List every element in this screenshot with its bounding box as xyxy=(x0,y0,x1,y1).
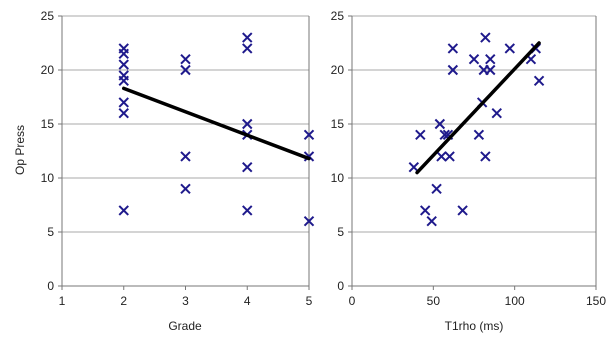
data-point xyxy=(491,107,502,119)
data-point xyxy=(426,215,437,227)
data-point xyxy=(118,107,129,119)
data-point xyxy=(242,205,253,216)
data-points xyxy=(408,32,545,227)
data-point xyxy=(303,151,315,162)
y-tick-label: 15 xyxy=(331,117,345,131)
y-tick-label: 0 xyxy=(47,279,54,293)
data-point xyxy=(180,64,191,76)
y-axis: 0 5 10 15 20 25 xyxy=(331,9,597,293)
y-tick-label: 15 xyxy=(41,117,55,131)
y-tick-label: 0 xyxy=(337,279,344,293)
data-point xyxy=(415,129,426,141)
x-tick-label: 5 xyxy=(306,294,313,308)
data-point xyxy=(434,118,446,130)
data-point xyxy=(473,129,485,141)
data-point xyxy=(408,161,420,173)
x-axis-label: Grade xyxy=(168,319,202,333)
y-tick-label: 10 xyxy=(41,171,55,185)
data-point xyxy=(468,53,480,65)
trendline-segment xyxy=(415,41,541,175)
x-tick-label: 4 xyxy=(244,294,251,308)
y-tick-label: 10 xyxy=(331,171,345,185)
x-axis-label: T1rho (ms) xyxy=(445,319,504,333)
x-tick-label: 1 xyxy=(59,294,66,308)
gridlines xyxy=(62,15,309,233)
data-point xyxy=(447,43,459,54)
data-point xyxy=(457,205,468,216)
chart-right: 0 50 100 150 0 5 10 15 20 25 T1rho (ms) xyxy=(331,9,607,333)
data-points xyxy=(118,32,315,227)
data-point xyxy=(533,75,545,87)
trendline xyxy=(122,86,311,161)
x-tick-label: 2 xyxy=(120,294,127,308)
y-axis: 0 5 10 15 20 25 xyxy=(41,9,310,293)
y-tick-label: 20 xyxy=(331,63,345,77)
chart-left: 1 2 3 4 5 0 5 10 15 20 25 Op Press Grade xyxy=(13,9,315,333)
x-tick-label: 0 xyxy=(349,294,356,308)
data-point xyxy=(419,205,431,216)
data-point xyxy=(118,97,129,108)
x-tick-label: 150 xyxy=(586,294,606,308)
data-point xyxy=(431,183,442,195)
trendline-segment xyxy=(122,86,311,161)
x-axis: 1 2 3 4 5 xyxy=(59,285,313,308)
data-point xyxy=(485,64,496,76)
data-point xyxy=(485,53,496,65)
x-tick-label: 3 xyxy=(182,294,189,308)
data-point xyxy=(480,151,491,162)
y-tick-label: 20 xyxy=(41,63,55,77)
x-tick-label: 100 xyxy=(505,294,525,308)
trendline xyxy=(415,41,541,175)
data-point xyxy=(242,161,253,173)
data-point xyxy=(242,43,253,54)
x-axis: 0 50 100 150 xyxy=(349,285,606,308)
gridlines xyxy=(352,15,596,233)
data-point xyxy=(180,53,191,65)
y-tick-label: 25 xyxy=(331,9,345,23)
data-point xyxy=(444,151,455,162)
y-axis-label: Op Press xyxy=(13,125,27,175)
y-tick-label: 5 xyxy=(337,225,344,239)
data-point xyxy=(242,118,253,130)
data-point xyxy=(242,32,253,43)
data-point xyxy=(180,183,191,195)
data-point xyxy=(504,43,515,54)
data-point xyxy=(480,32,491,43)
data-point xyxy=(118,205,129,216)
x-tick-label: 50 xyxy=(427,294,441,308)
data-point xyxy=(303,215,315,227)
data-point xyxy=(303,129,315,141)
data-point xyxy=(447,64,459,76)
data-point xyxy=(436,151,447,162)
data-point xyxy=(118,48,129,60)
data-point xyxy=(118,59,129,70)
data-point xyxy=(180,151,191,162)
y-tick-label: 25 xyxy=(41,9,55,23)
data-point xyxy=(118,75,129,87)
y-tick-label: 5 xyxy=(47,225,54,239)
